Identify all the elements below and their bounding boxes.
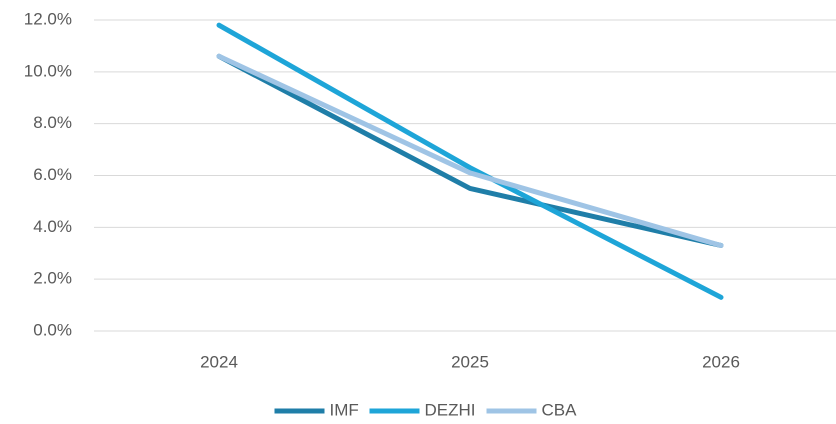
x-tick-label: 2026 [702,352,740,371]
legend-label: CBA [542,400,578,419]
y-tick-label: 4.0% [33,217,72,236]
y-tick-label: 8.0% [33,113,72,132]
series-line [216,22,724,300]
legend-label: IMF [330,400,359,419]
x-tick-label: 2025 [451,352,489,371]
y-tick-label: 0.0% [33,320,72,339]
y-tick-label: 12.0% [24,9,72,28]
y-tick-label: 6.0% [33,165,72,184]
y-tick-label: 10.0% [24,61,72,80]
series-line [216,53,724,248]
x-tick-label: 2024 [200,352,238,371]
series-line [216,53,724,248]
legend-label: DEZHI [425,400,476,419]
y-tick-label: 2.0% [33,269,72,288]
